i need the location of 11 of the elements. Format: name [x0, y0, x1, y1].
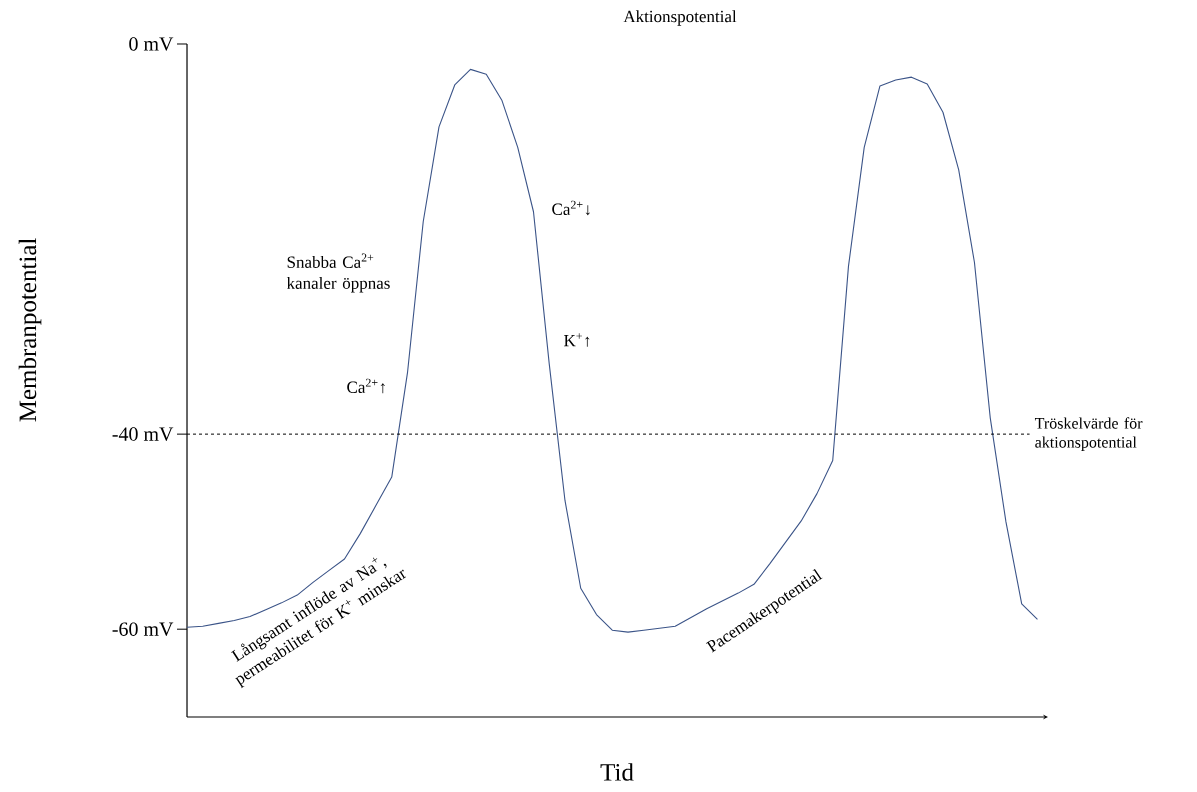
- y-tick-label: -60 mV: [112, 622, 174, 636]
- text: Snabba Ca$^{2+}$ kanaler öppnas: [286, 253, 390, 293]
- y-tick-label: 0 mV: [129, 37, 174, 51]
- annotation: Ca$^{2+}$↑: [347, 378, 385, 394]
- annotation: Ca$^{2+}$↓: [552, 200, 590, 216]
- annotation: K$^{+}$↑: [564, 333, 590, 347]
- chart-title: Aktionspotential: [623, 10, 737, 26]
- y-axis-title: Membranpotential: [18, 238, 42, 422]
- y-tick-label: -40 mV: [112, 427, 174, 441]
- x-axis-title: Tid: [600, 763, 634, 781]
- ref-line-label: Tröskelvärde för aktionspotential: [1034, 417, 1143, 451]
